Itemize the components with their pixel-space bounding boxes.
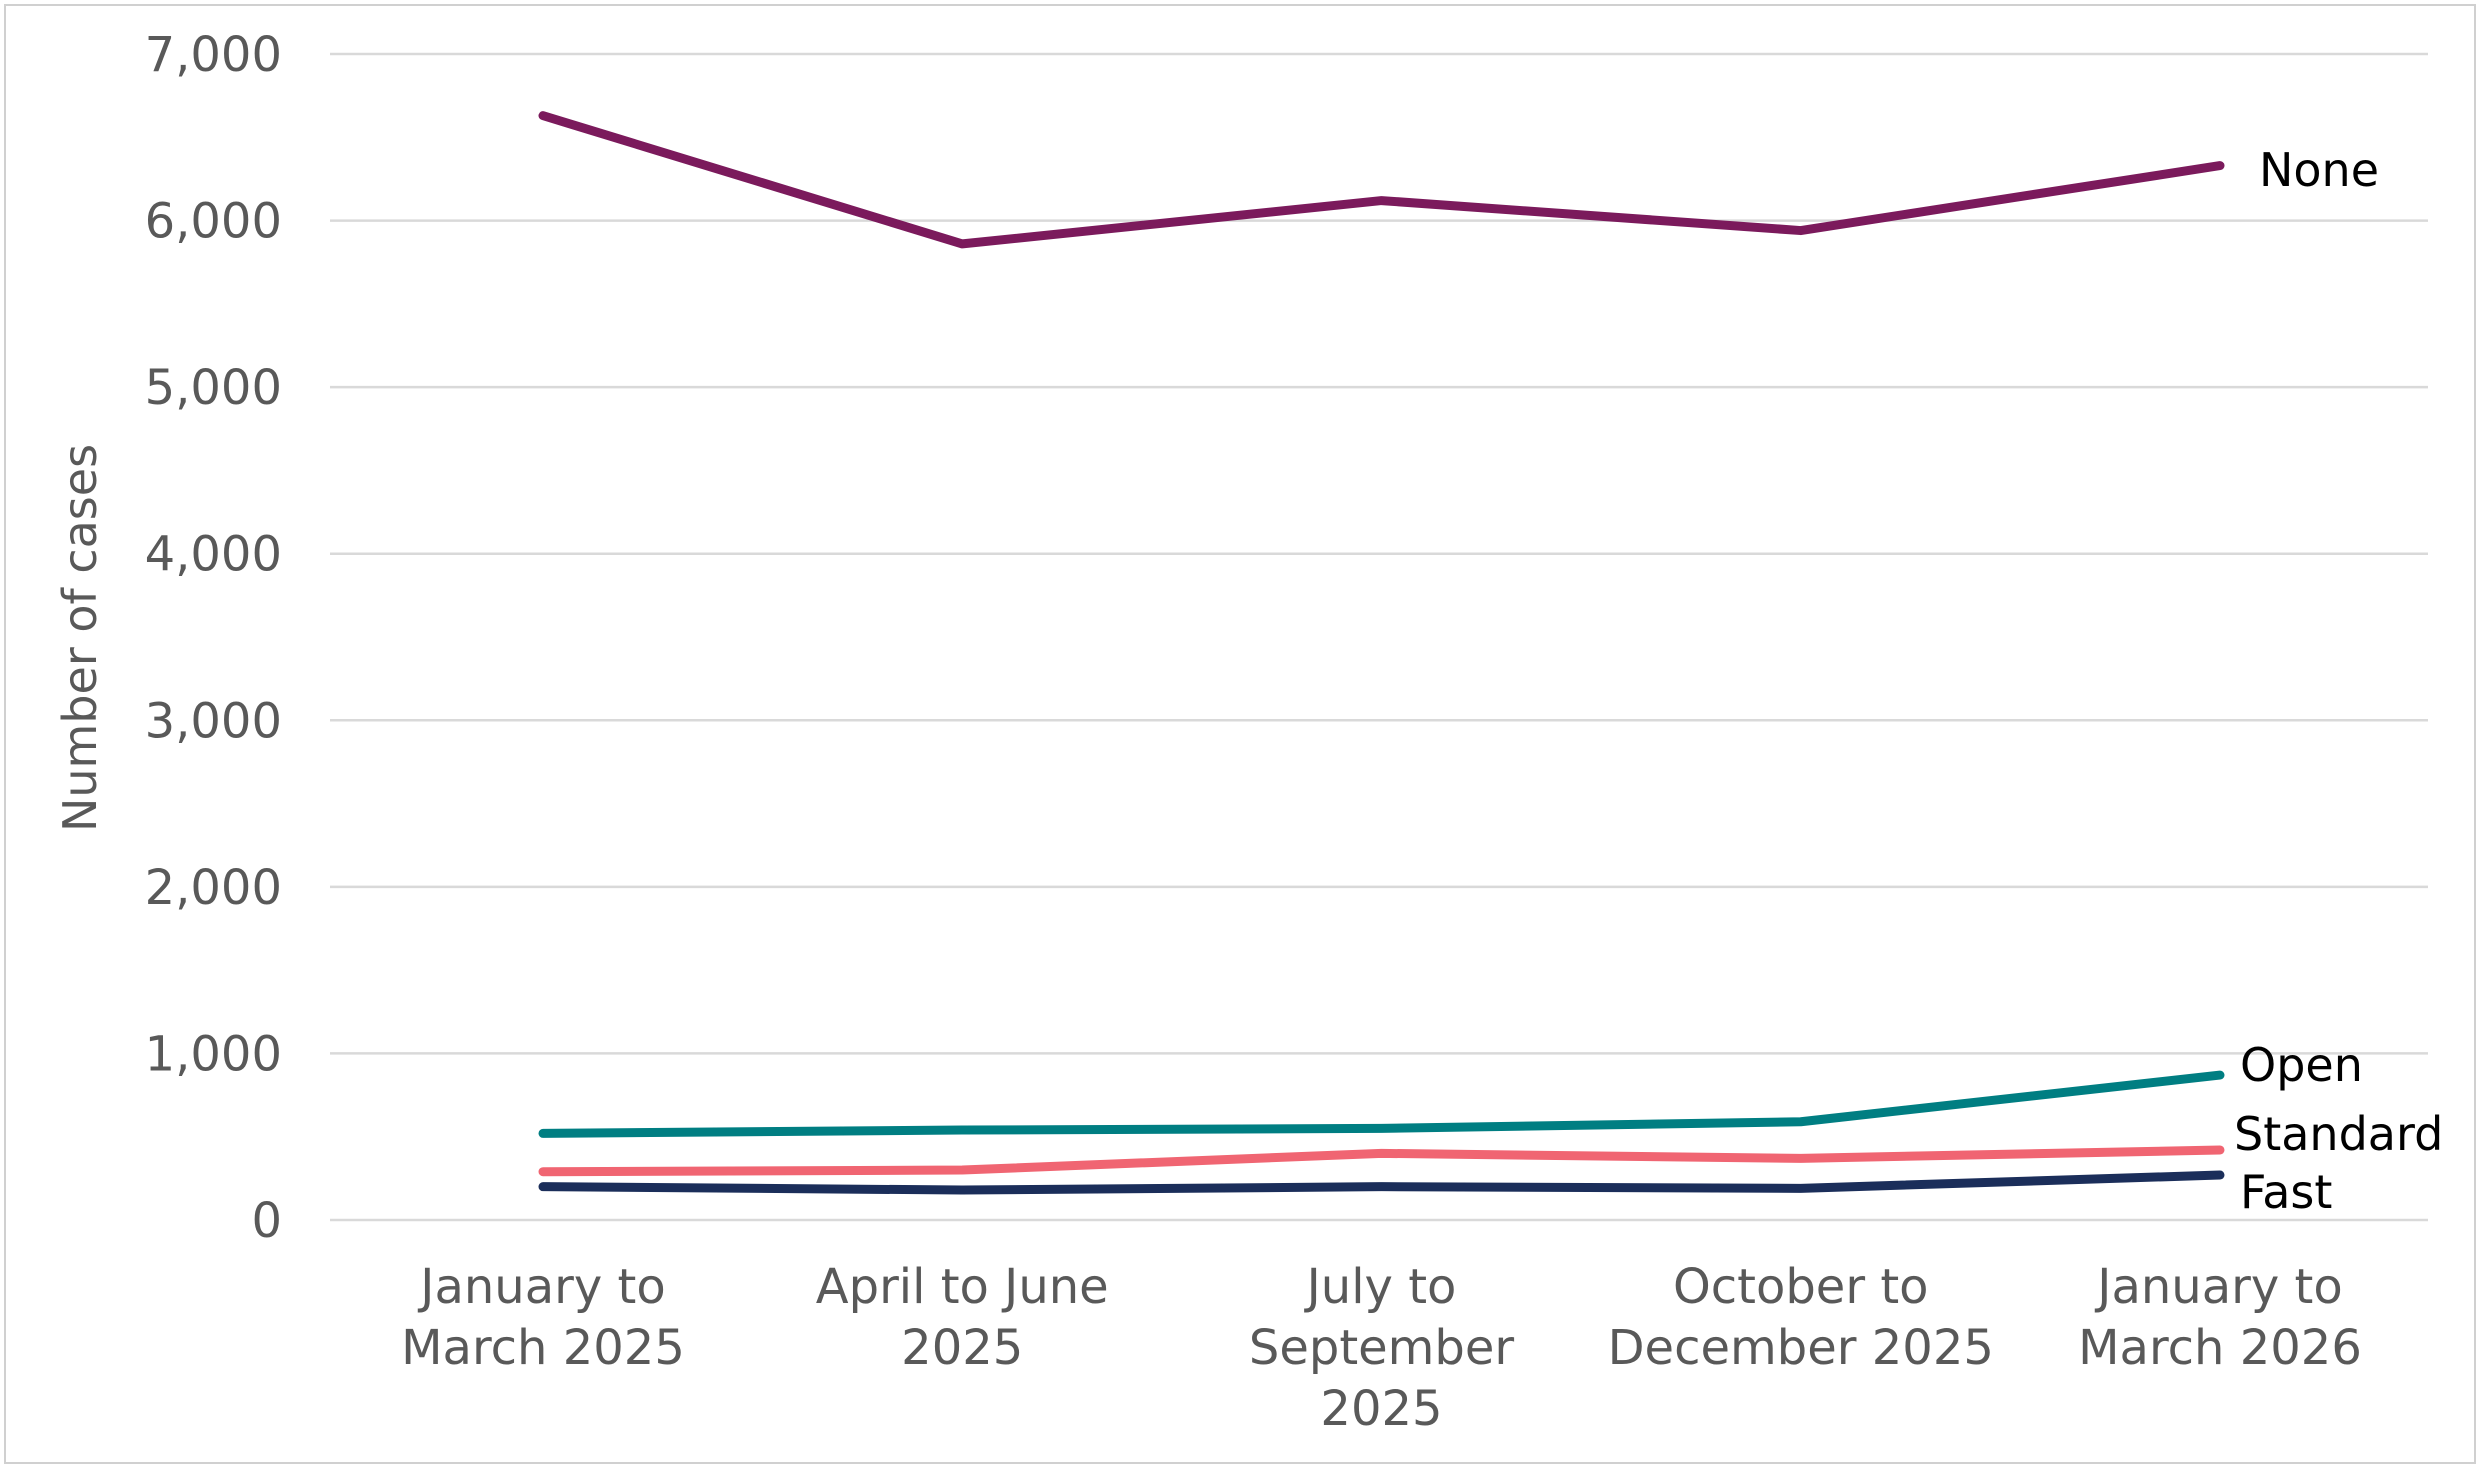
y-tick-label: 7,000: [145, 27, 282, 83]
x-tick-label-line: October to: [1673, 1259, 1929, 1315]
x-tick-label: April to June 2025: [816, 1259, 1109, 1376]
y-axis-title: Number of cases: [53, 444, 107, 832]
series-label-open: Open: [2240, 1038, 2363, 1092]
series-line-standard: [538, 1145, 2225, 1177]
series-line-fast: [538, 1170, 2225, 1195]
x-tick-label-line: December 2025: [1608, 1320, 1994, 1376]
y-tick-label: 1,000: [145, 1026, 282, 1082]
y-tick-label: 5,000: [145, 360, 282, 416]
series-label-fast: Fast: [2240, 1165, 2332, 1219]
y-tick-label: 6,000: [145, 194, 282, 250]
series-line-open: [538, 1070, 2225, 1138]
y-axis-tick-labels: 0 1,000 2,000 3,000 4,000 5,000 6,000 7,000: [145, 27, 282, 1249]
x-tick-label-line: July to: [1304, 1259, 1457, 1315]
y-tick-label: 4,000: [145, 527, 282, 583]
x-tick-label-line: 2025: [901, 1320, 1023, 1376]
x-tick-label-line: January to: [2094, 1259, 2342, 1315]
x-tick-label: January to March 2025: [401, 1259, 685, 1376]
x-tick-label: January to March 2026: [2078, 1259, 2362, 1376]
y-tick-label: 3,000: [145, 693, 282, 749]
x-tick-label-line: 2025: [1320, 1381, 1442, 1437]
x-tick-label: July to September 2025: [1249, 1259, 1515, 1437]
x-tick-label-line: March 2025: [401, 1320, 685, 1376]
x-tick-label-line: September: [1249, 1320, 1515, 1376]
x-tick-label-line: April to June: [816, 1259, 1109, 1315]
y-tick-label: 2,000: [145, 860, 282, 916]
series-lines: [538, 111, 2225, 1195]
gridlines: [330, 52, 2428, 1222]
x-tick-label-line: January to: [417, 1259, 665, 1315]
series-label-standard: Standard: [2234, 1107, 2443, 1161]
x-tick-label: October to December 2025: [1608, 1259, 1994, 1376]
series-line-none: [538, 111, 2225, 249]
x-tick-label-line: March 2026: [2078, 1320, 2362, 1376]
series-label-none: None: [2259, 143, 2379, 197]
y-tick-label: 0: [251, 1193, 282, 1249]
